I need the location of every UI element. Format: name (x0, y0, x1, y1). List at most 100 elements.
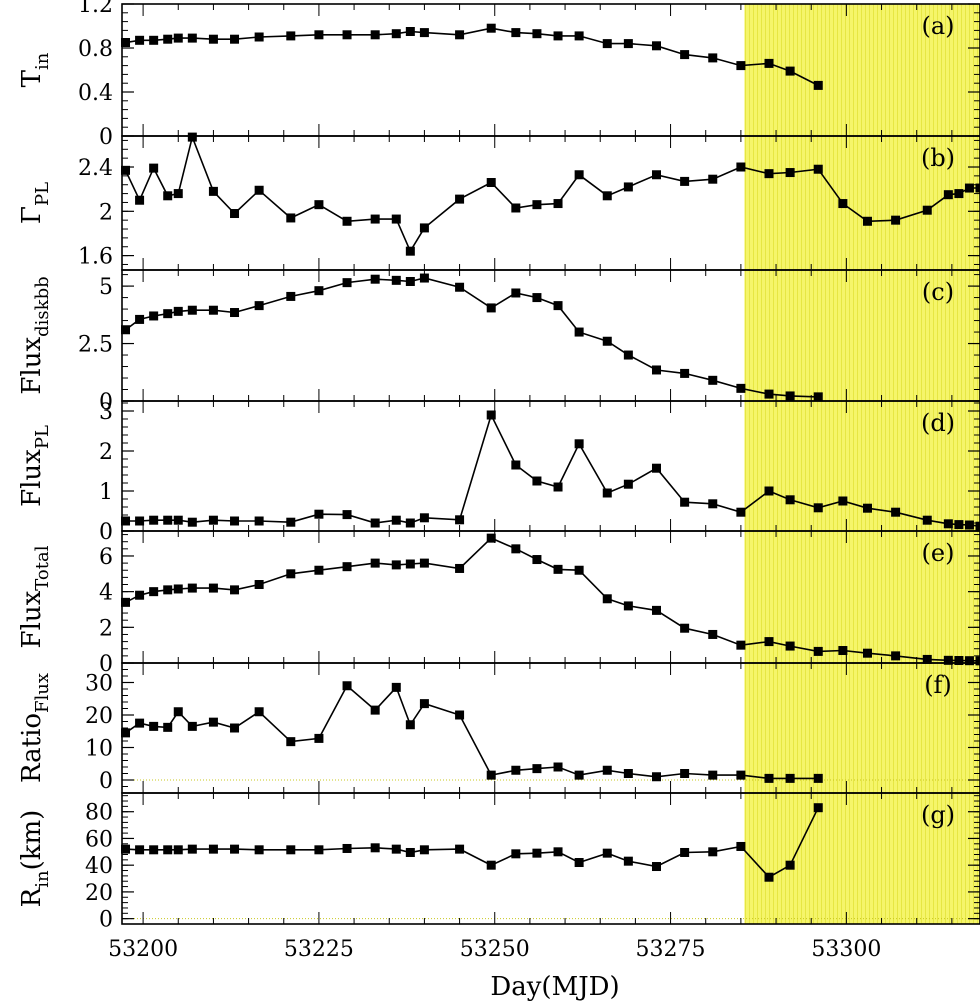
data-point (286, 517, 296, 527)
data-point (208, 583, 218, 593)
data-point (173, 189, 183, 199)
highlight-band-layer (744, 4, 980, 924)
data-point (419, 699, 429, 709)
data-point (708, 770, 718, 780)
data-point (838, 199, 848, 209)
data-point (964, 656, 974, 666)
data-point (314, 733, 324, 743)
data-point (764, 169, 774, 179)
data-point (511, 203, 521, 213)
data-point (419, 513, 429, 523)
data-point (975, 656, 980, 666)
data-point (254, 32, 264, 42)
data-point (785, 773, 795, 783)
data-point (602, 191, 612, 201)
data-point (511, 765, 521, 775)
y-label-unit: (km) (17, 810, 47, 871)
data-point (230, 516, 240, 526)
y-axis-label: FluxTotal (17, 545, 53, 648)
y-tick-label: 0.8 (78, 37, 113, 62)
data-point (532, 848, 542, 858)
series-line (125, 807, 819, 879)
y-tick-label: 1 (99, 480, 113, 505)
data-point (405, 847, 415, 857)
y-axis-label: Rin(km) (17, 810, 53, 908)
data-point (964, 183, 974, 193)
data-point (391, 29, 401, 39)
data-point (419, 273, 429, 283)
data-point (764, 872, 774, 882)
data-point (651, 862, 661, 872)
data-point (532, 764, 542, 774)
data-point (651, 772, 661, 782)
data-point (943, 190, 953, 200)
data-point (680, 176, 690, 186)
y-tick-label: 0 (99, 390, 113, 415)
data-point (419, 558, 429, 568)
panel-tag: (b) (921, 144, 955, 172)
data-point (943, 519, 953, 529)
data-point (553, 482, 563, 492)
panel-tag: (d) (921, 409, 955, 437)
data-point (391, 214, 401, 224)
data-point (314, 565, 324, 575)
data-point (708, 499, 718, 509)
data-point (173, 707, 183, 717)
data-point (173, 306, 183, 316)
data-point (149, 311, 159, 321)
y-label-main: R (17, 886, 47, 907)
data-point (135, 845, 145, 855)
data-point (135, 195, 145, 205)
y-axis-label: FluxPL (17, 425, 53, 507)
data-point (954, 189, 964, 199)
y-label-sub: Total (32, 545, 53, 590)
data-point (511, 288, 521, 298)
data-point (342, 216, 352, 226)
data-point (486, 533, 496, 543)
data-point (370, 274, 380, 284)
data-point (391, 275, 401, 285)
data-point (149, 587, 159, 597)
data-point (553, 762, 563, 772)
data-point (975, 521, 980, 531)
data-point (486, 178, 496, 188)
data-point (532, 200, 542, 210)
data-point (813, 392, 823, 402)
data-point (187, 517, 197, 527)
data-point (254, 845, 264, 855)
data-point (254, 516, 264, 526)
data-point (135, 516, 145, 526)
data-point (173, 584, 183, 594)
data-point (455, 515, 465, 525)
panel-tag: (a) (921, 12, 954, 40)
y-tick-label: 0 (99, 125, 113, 150)
y-tick-label: 2.5 (78, 333, 113, 358)
data-point (975, 183, 980, 193)
data-point (623, 601, 633, 611)
y-axis-label: RatioFlux (17, 673, 53, 783)
data-point (163, 722, 173, 732)
data-point (532, 29, 542, 39)
data-point (135, 718, 145, 728)
data-point (736, 383, 746, 393)
data-point (254, 185, 264, 195)
panel-c: 0 2.5 5 (c) Fluxdiskbb (17, 270, 980, 415)
data-point (391, 682, 401, 692)
y-tick-label: 2 (99, 616, 113, 641)
data-point (486, 23, 496, 33)
data-point (838, 496, 848, 506)
y-tick-label: 20 (85, 704, 113, 729)
y-tick-label: 2 (99, 440, 113, 465)
data-point (736, 61, 746, 71)
data-point (314, 509, 324, 519)
data-point (342, 278, 352, 288)
data-point (813, 80, 823, 90)
data-point (149, 35, 159, 45)
data-point (954, 520, 964, 530)
data-point (208, 515, 218, 525)
data-point (764, 389, 774, 399)
y-tick-label: 20 (85, 881, 113, 906)
data-point (187, 721, 197, 731)
